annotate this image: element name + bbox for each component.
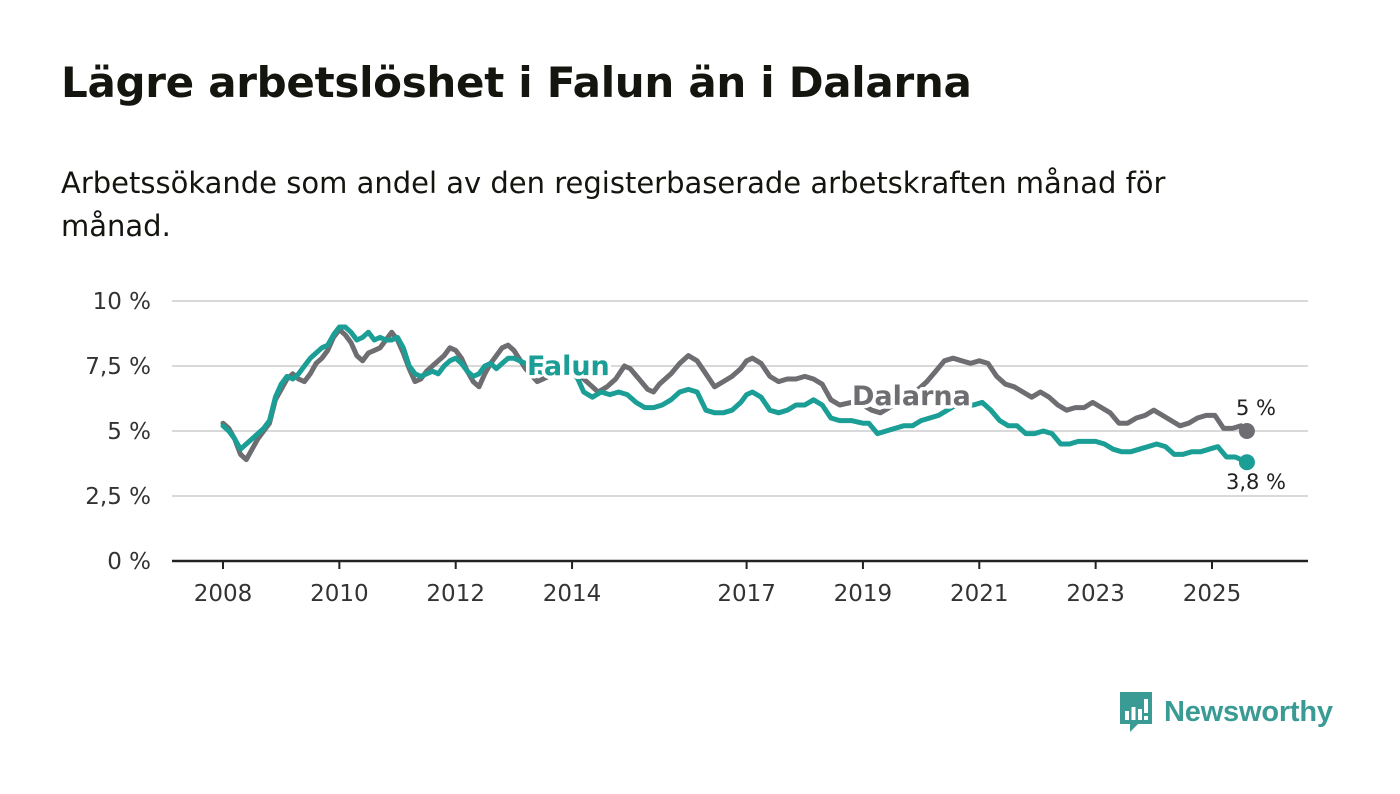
y-tick-label: 7,5 % — [85, 354, 151, 380]
x-tick-label: 2014 — [543, 581, 602, 607]
x-tick-label: 2017 — [717, 581, 776, 607]
series-line-dalarna — [220, 327, 1250, 463]
series-name-label-falun: Falun — [527, 351, 610, 382]
x-axis-ticks: 2008 2010 2012 2014 2017 2019 2021 2023 2025 — [194, 561, 1242, 607]
y-tick-label: 5 % — [107, 419, 151, 445]
x-tick-label: 2023 — [1066, 581, 1125, 607]
end-value-label-dalarna: 5 % — [1236, 396, 1276, 420]
gridlines — [172, 300, 1308, 563]
y-tick-label: 0 % — [107, 549, 151, 575]
y-axis-ticks: 0 % 2,5 % 5 % 7,5 % 10 % — [85, 289, 151, 575]
end-value-label-falun: 3,8 % — [1226, 470, 1286, 494]
newsworthy-logo-icon — [1120, 692, 1152, 732]
x-tick-label: 2012 — [426, 581, 485, 607]
end-point-dalarna — [1238, 423, 1255, 439]
series-name-label-dalarna: Dalarna — [852, 381, 971, 412]
series-lines — [220, 324, 1255, 471]
x-tick-label: 2021 — [950, 581, 1009, 607]
x-tick-label: 2008 — [194, 581, 253, 607]
x-tick-label: 2010 — [310, 581, 369, 607]
x-tick-label: 2025 — [1183, 581, 1242, 607]
chart-subtitle: Arbetssökande som andel av den registerb… — [61, 166, 1166, 243]
y-tick-label: 10 % — [93, 289, 151, 315]
brand-name: Newsworthy — [1164, 695, 1333, 728]
series-labels: 5 % 3,8 % Falun Dalarna — [524, 348, 1287, 495]
chart-title: Lägre arbetslöshet i Falun än i Dalarna — [61, 58, 972, 107]
newsworthy-logo: Newsworthy — [1118, 690, 1333, 734]
end-point-falun — [1238, 454, 1255, 471]
y-tick-label: 2,5 % — [85, 484, 151, 510]
x-tick-label: 2019 — [834, 581, 893, 607]
series-line-falun — [220, 324, 1250, 465]
